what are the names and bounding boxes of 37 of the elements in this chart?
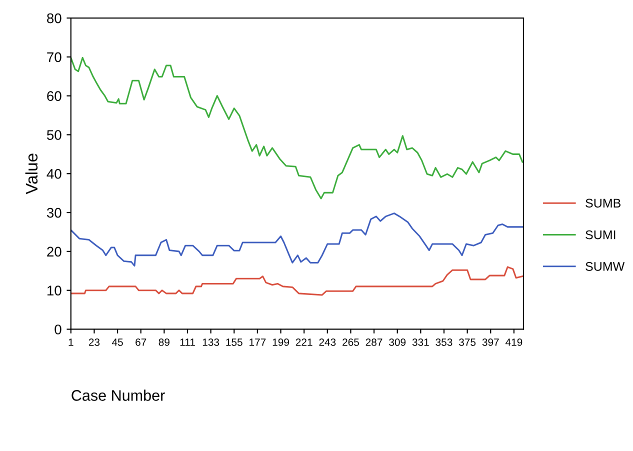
x-tick-label: 221 <box>296 338 312 346</box>
x-tick-label: 67 <box>136 338 146 346</box>
y-tick-label: 30 <box>46 208 62 218</box>
x-tick-label: 397 <box>482 338 499 346</box>
x-tick-label: 89 <box>158 338 170 346</box>
y-tick-label: 80 <box>47 13 62 24</box>
line-series <box>70 266 524 296</box>
x-tick-label: 243 <box>319 338 336 346</box>
x-tick-label: 23 <box>88 338 100 346</box>
x-tick-label: 375 <box>459 338 476 346</box>
x-tick-label: 309 <box>389 338 406 346</box>
line-series <box>70 56 524 200</box>
y-tick-label: 0 <box>54 324 62 334</box>
y-tick-label: 50 <box>46 130 62 140</box>
x-tick-label: 111 <box>180 338 195 346</box>
x-axis-title: Case Number <box>72 390 165 401</box>
y-tick-label: 40 <box>46 168 62 179</box>
legend-label: SUMB <box>586 198 620 208</box>
x-tick-label: 199 <box>272 338 289 346</box>
y-tick-label: 70 <box>47 52 62 62</box>
x-tick-label: 353 <box>436 338 452 346</box>
x-tick-label: 265 <box>342 338 359 346</box>
y-tick-label: 60 <box>47 91 62 102</box>
legend-label: SUMI <box>586 230 616 240</box>
x-tick-label: 287 <box>366 338 382 346</box>
x-tick-label: 45 <box>112 338 123 346</box>
x-tick-label: 331 <box>412 338 429 346</box>
line-series <box>70 212 524 267</box>
y-axis-title: Value <box>25 154 38 194</box>
y-tick-label: 10 <box>47 286 62 296</box>
x-tick-label: 177 <box>250 338 266 346</box>
y-tick-label: 20 <box>47 246 62 257</box>
x-tick-label: 133 <box>202 338 220 346</box>
x-tick-label: 419 <box>506 338 522 346</box>
x-tick-label: 155 <box>226 338 242 346</box>
x-tick-label: 1 <box>68 338 74 346</box>
legend-label: SUMW <box>586 262 625 271</box>
